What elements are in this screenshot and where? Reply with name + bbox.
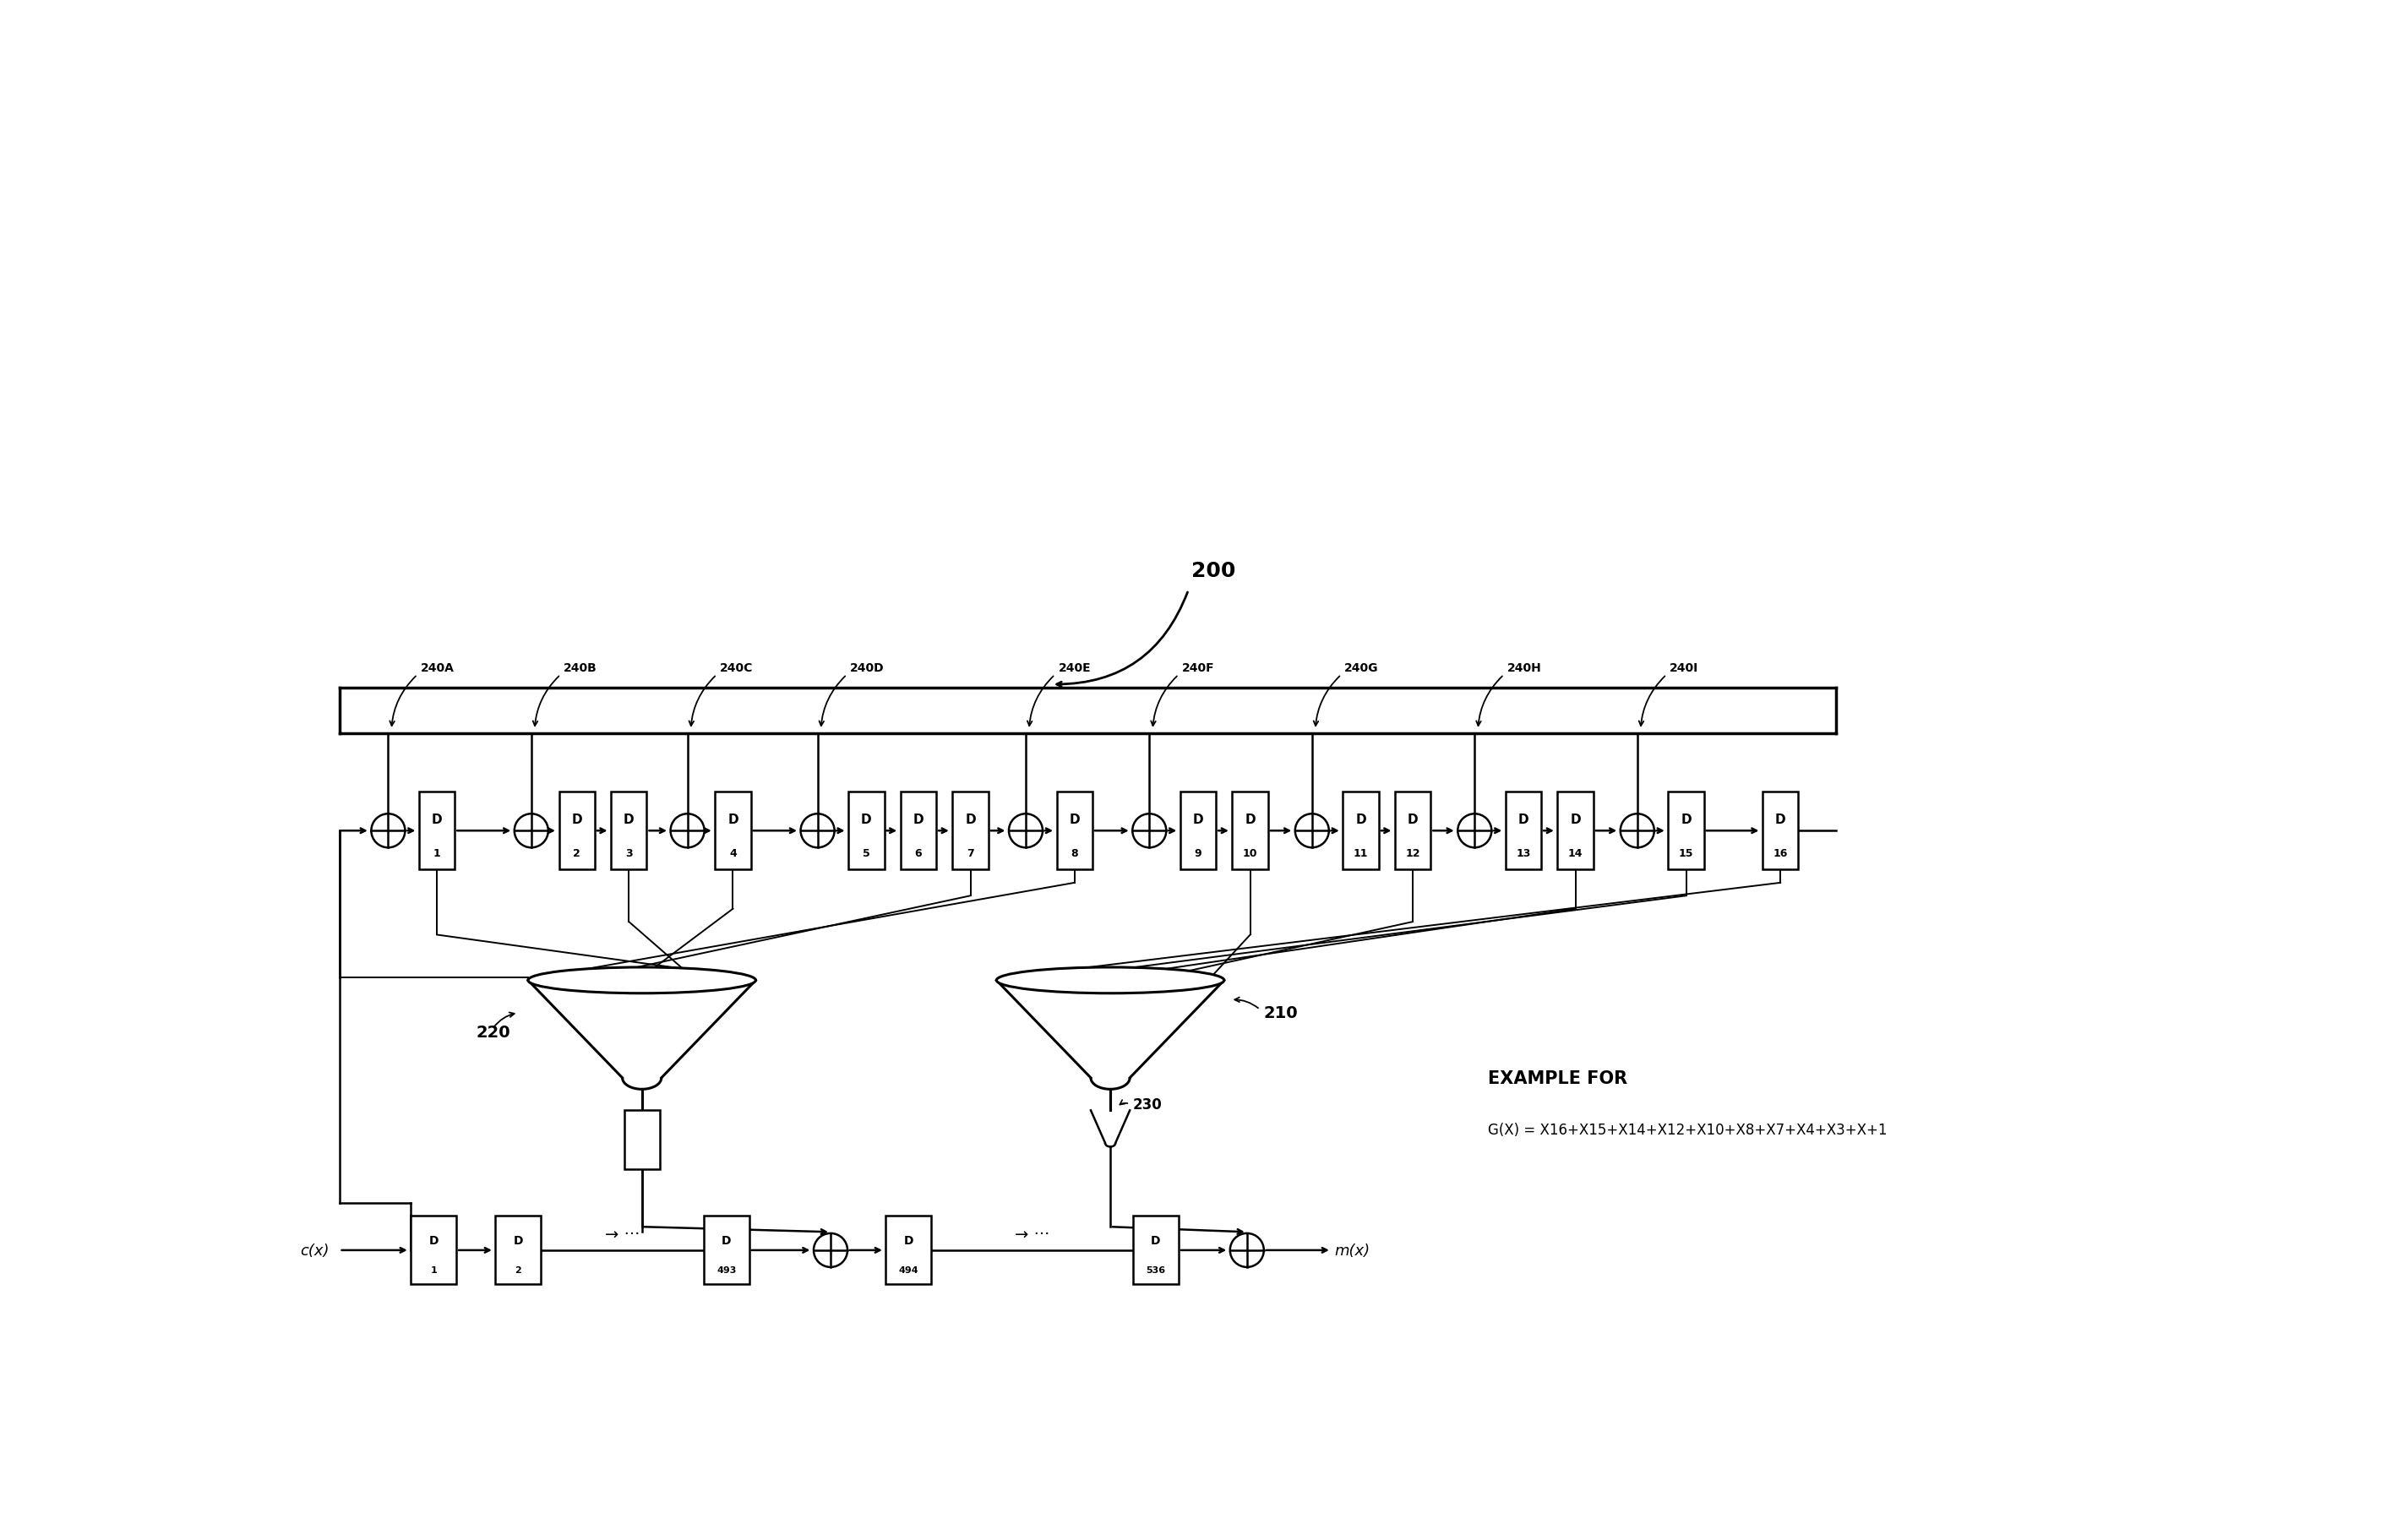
- Text: D: D: [624, 813, 633, 825]
- Bar: [412, 1217, 457, 1284]
- Text: 6: 6: [914, 847, 921, 858]
- Text: EXAMPLE FOR: EXAMPLE FOR: [1488, 1070, 1626, 1087]
- Text: 494: 494: [898, 1266, 919, 1274]
- Text: D: D: [1681, 813, 1691, 825]
- Bar: [705, 1217, 750, 1284]
- Text: 2: 2: [574, 847, 581, 858]
- Bar: [1181, 792, 1217, 870]
- Text: 240A: 240A: [421, 662, 455, 673]
- Text: 240G: 240G: [1345, 662, 1379, 673]
- Bar: [1669, 792, 1705, 870]
- Text: D: D: [514, 1234, 524, 1246]
- Bar: [1133, 1217, 1179, 1284]
- Circle shape: [1133, 815, 1167, 849]
- Text: D: D: [571, 813, 583, 825]
- Text: 7: 7: [967, 847, 974, 858]
- Text: 4: 4: [729, 847, 736, 858]
- Text: 13: 13: [1517, 847, 1531, 858]
- Bar: [624, 1110, 660, 1169]
- Bar: [1057, 792, 1093, 870]
- Text: D: D: [1069, 813, 1081, 825]
- Circle shape: [514, 815, 548, 849]
- Bar: [612, 792, 648, 870]
- Text: 240I: 240I: [1669, 662, 1698, 673]
- Circle shape: [1621, 815, 1655, 849]
- Text: D: D: [1776, 813, 1786, 825]
- Ellipse shape: [529, 967, 755, 993]
- Text: D: D: [429, 1234, 438, 1246]
- Text: G(X) = X16+X15+X14+X12+X10+X8+X7+X4+X3+X+1: G(X) = X16+X15+X14+X12+X10+X8+X7+X4+X3+X…: [1488, 1123, 1886, 1138]
- Text: D: D: [964, 813, 976, 825]
- Text: 240C: 240C: [719, 662, 752, 673]
- Bar: [1505, 792, 1541, 870]
- Text: 14: 14: [1569, 847, 1583, 858]
- Bar: [714, 792, 750, 870]
- Circle shape: [671, 815, 705, 849]
- Bar: [1762, 792, 1798, 870]
- Circle shape: [1231, 1234, 1264, 1267]
- Text: 8: 8: [1071, 847, 1079, 858]
- Ellipse shape: [998, 967, 1224, 993]
- Text: D: D: [912, 813, 924, 825]
- Circle shape: [800, 815, 833, 849]
- Text: 220: 220: [476, 1024, 510, 1041]
- Bar: [495, 1217, 540, 1284]
- Text: D: D: [1407, 813, 1419, 825]
- Text: 10: 10: [1243, 847, 1257, 858]
- Text: 240H: 240H: [1507, 662, 1541, 673]
- Text: D: D: [1150, 1234, 1160, 1246]
- Text: 1: 1: [431, 1266, 438, 1274]
- Circle shape: [1295, 815, 1329, 849]
- Text: D: D: [1519, 813, 1529, 825]
- Text: 230: 230: [1133, 1096, 1162, 1112]
- Text: 200: 200: [1190, 561, 1236, 581]
- Text: D: D: [1193, 813, 1202, 825]
- Text: 15: 15: [1679, 847, 1693, 858]
- Circle shape: [371, 815, 405, 849]
- Text: 240D: 240D: [850, 662, 883, 673]
- Text: 240E: 240E: [1057, 662, 1090, 673]
- Bar: [848, 792, 883, 870]
- Bar: [900, 792, 936, 870]
- Bar: [952, 792, 988, 870]
- Bar: [1233, 792, 1269, 870]
- Text: D: D: [721, 1234, 731, 1246]
- Text: 5: 5: [862, 847, 869, 858]
- Circle shape: [1010, 815, 1043, 849]
- Text: 240F: 240F: [1181, 662, 1214, 673]
- Text: D: D: [862, 813, 871, 825]
- Text: → ···: → ···: [1014, 1226, 1050, 1243]
- Text: D: D: [431, 813, 443, 825]
- Bar: [1557, 792, 1593, 870]
- Bar: [419, 792, 455, 870]
- Text: → ···: → ···: [605, 1226, 640, 1243]
- Bar: [1343, 792, 1379, 870]
- Text: 2: 2: [514, 1266, 521, 1274]
- Text: 11: 11: [1352, 847, 1369, 858]
- Text: D: D: [1569, 813, 1581, 825]
- Text: D: D: [1245, 813, 1255, 825]
- Text: 536: 536: [1145, 1266, 1167, 1274]
- Text: 3: 3: [626, 847, 633, 858]
- Text: D: D: [729, 813, 738, 825]
- Text: 12: 12: [1405, 847, 1419, 858]
- Text: 493: 493: [717, 1266, 736, 1274]
- Text: D: D: [905, 1234, 914, 1246]
- Text: m(x): m(x): [1336, 1243, 1371, 1258]
- Text: D: D: [1355, 813, 1367, 825]
- Text: c(x): c(x): [300, 1243, 329, 1258]
- Text: 16: 16: [1774, 847, 1788, 858]
- Bar: [886, 1217, 931, 1284]
- Circle shape: [1457, 815, 1491, 849]
- Circle shape: [814, 1234, 848, 1267]
- Bar: [560, 792, 595, 870]
- Bar: [1395, 792, 1431, 870]
- Text: 9: 9: [1195, 847, 1202, 858]
- Text: 240B: 240B: [564, 662, 598, 673]
- Text: 1: 1: [433, 847, 440, 858]
- Text: 210: 210: [1264, 1006, 1298, 1021]
